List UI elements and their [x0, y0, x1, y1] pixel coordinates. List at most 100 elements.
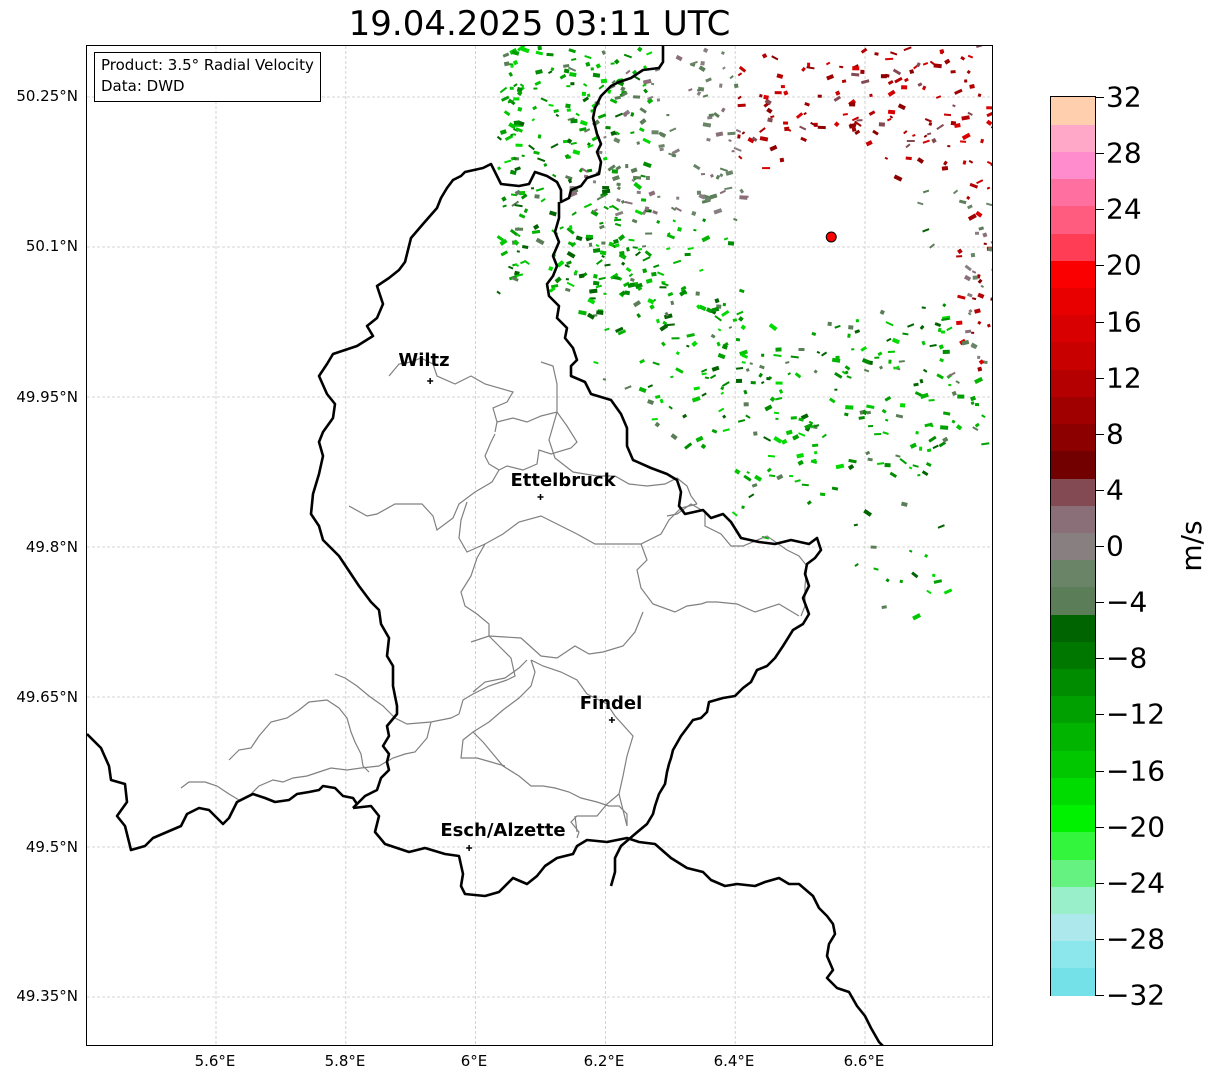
radar-echo-pixel	[535, 50, 544, 56]
radar-echo-pixel	[909, 69, 915, 75]
radar-echo-pixel	[567, 66, 577, 72]
radar-echo-pixel	[773, 436, 783, 444]
radar-echo-pixel	[688, 88, 693, 92]
radar-echo-pixel	[902, 332, 909, 336]
radar-echo-pixel	[940, 330, 946, 334]
colorbar-tick	[1096, 377, 1104, 379]
radar-echo-pixel	[623, 112, 627, 117]
map-panel[interactable]	[86, 45, 993, 1046]
colorbar-segment	[1051, 260, 1095, 289]
radar-echo-pixel	[531, 187, 535, 190]
radar-echo-pixel	[826, 74, 835, 81]
radar-echo-pixel	[630, 167, 638, 174]
radar-echo-pixel	[519, 260, 526, 265]
colorbar-tick-label: −16	[1106, 754, 1166, 787]
radar-echo-pixel	[695, 291, 700, 296]
radar-echo-pixel	[961, 115, 970, 121]
radar-echo-pixel	[741, 505, 745, 509]
radar-echo-pixel	[672, 219, 677, 223]
radar-echo-pixel	[855, 318, 860, 323]
colorbar-tick	[1096, 882, 1104, 884]
radar-echo-pixel	[884, 418, 889, 422]
colorbar-segment	[1051, 559, 1095, 588]
radar-echo-pixel	[533, 223, 540, 230]
radar-echo-pixel	[967, 213, 977, 221]
colorbar-tick	[1096, 938, 1104, 940]
radar-echo-pixel	[645, 278, 653, 284]
radar-echo-pixel	[926, 448, 932, 453]
radar-echo-pixel	[947, 145, 951, 148]
radar-echo-pixel	[693, 386, 700, 391]
radar-echo-pixel	[899, 579, 904, 584]
radar-echo-pixel	[848, 458, 857, 464]
radar-echo-pixel	[518, 213, 526, 219]
radar-echo-pixel	[860, 346, 868, 352]
radar-echo-pixel	[552, 173, 557, 178]
colorbar	[1050, 96, 1096, 996]
radar-echo-pixel	[819, 492, 826, 497]
radar-echo-pixel	[710, 374, 717, 380]
radar-echo-pixel	[696, 91, 702, 96]
radar-echo-pixel	[960, 140, 967, 143]
colorbar-tick-label: 28	[1106, 136, 1142, 170]
radar-echo-pixel	[604, 263, 611, 267]
radar-echo-pixel	[844, 412, 849, 417]
radar-echo-pixel	[614, 112, 624, 118]
radar-echo-pixel	[599, 224, 605, 230]
radar-echo-pixel	[931, 573, 936, 578]
radar-echo-pixel	[612, 175, 620, 182]
radar-echo-pixel	[748, 493, 755, 499]
radar-echo-pixel	[976, 46, 983, 49]
radar-echo-pixel	[971, 331, 975, 334]
colorbar-segment	[1051, 205, 1095, 234]
radar-echo-pixel	[974, 308, 981, 314]
radar-echo-pixel	[702, 94, 709, 98]
radar-echo-pixel	[535, 69, 543, 75]
radar-echo-pixel	[874, 433, 882, 436]
radar-echo-pixel	[729, 75, 734, 80]
radar-echo-pixel	[863, 508, 873, 517]
colorbar-tick-label: 24	[1106, 192, 1142, 226]
radar-echo-pixel	[928, 398, 935, 402]
radar-echo-pixel	[851, 348, 855, 351]
city-label-ettelbruck: Ettelbruck	[510, 470, 616, 491]
radar-echo-pixel	[866, 404, 875, 409]
radar-echo-pixel	[866, 410, 871, 415]
radar-echo-pixel	[559, 73, 567, 80]
colorbar-tick-label: −8	[1106, 641, 1148, 675]
radar-echo-pixel	[611, 204, 620, 211]
radar-echo-pixel	[711, 428, 718, 434]
colorbar-tick	[1096, 153, 1104, 155]
radar-echo-pixel	[736, 378, 743, 383]
radar-echo-pixel	[508, 265, 514, 270]
lon-tick-label: 5.8°E	[324, 1052, 366, 1070]
radar-echo-pixel	[567, 155, 572, 160]
radar-echo-pixel	[593, 360, 599, 365]
colorbar-tick	[1096, 489, 1104, 491]
lat-tick-label: 49.65°N	[16, 688, 78, 706]
radar-echo-pixel	[797, 459, 804, 466]
radar-echo-pixel	[677, 226, 682, 232]
radar-echo-pixel	[657, 195, 661, 198]
colorbar-segment	[1051, 97, 1095, 125]
radar-echo-pixel	[743, 389, 748, 395]
radar-echo-pixel	[934, 322, 942, 328]
radar-echo-pixel	[737, 419, 746, 423]
radar-echo-pixel	[533, 150, 540, 155]
radar-echo-pixel	[912, 464, 919, 468]
radar-echo-pixel	[846, 375, 852, 379]
radar-echo-pixel	[566, 281, 575, 288]
radar-echo-pixel	[861, 358, 871, 365]
colorbar-tick-label: 0	[1106, 529, 1124, 563]
radar-echo-pixel	[585, 234, 593, 239]
radar-echo-pixel	[509, 169, 517, 176]
radar-echo-pixel	[621, 91, 628, 97]
radar-echo-pixel	[514, 263, 520, 267]
radar-echo-pixel	[773, 354, 782, 357]
radar-echo-pixel	[773, 411, 780, 415]
radar-echo-pixel	[968, 159, 974, 164]
radar-echo-pixel	[860, 69, 865, 74]
radar-echo-pixel	[972, 426, 979, 431]
radar-echo-pixel	[954, 123, 961, 129]
colorbar-segment	[1051, 586, 1095, 615]
